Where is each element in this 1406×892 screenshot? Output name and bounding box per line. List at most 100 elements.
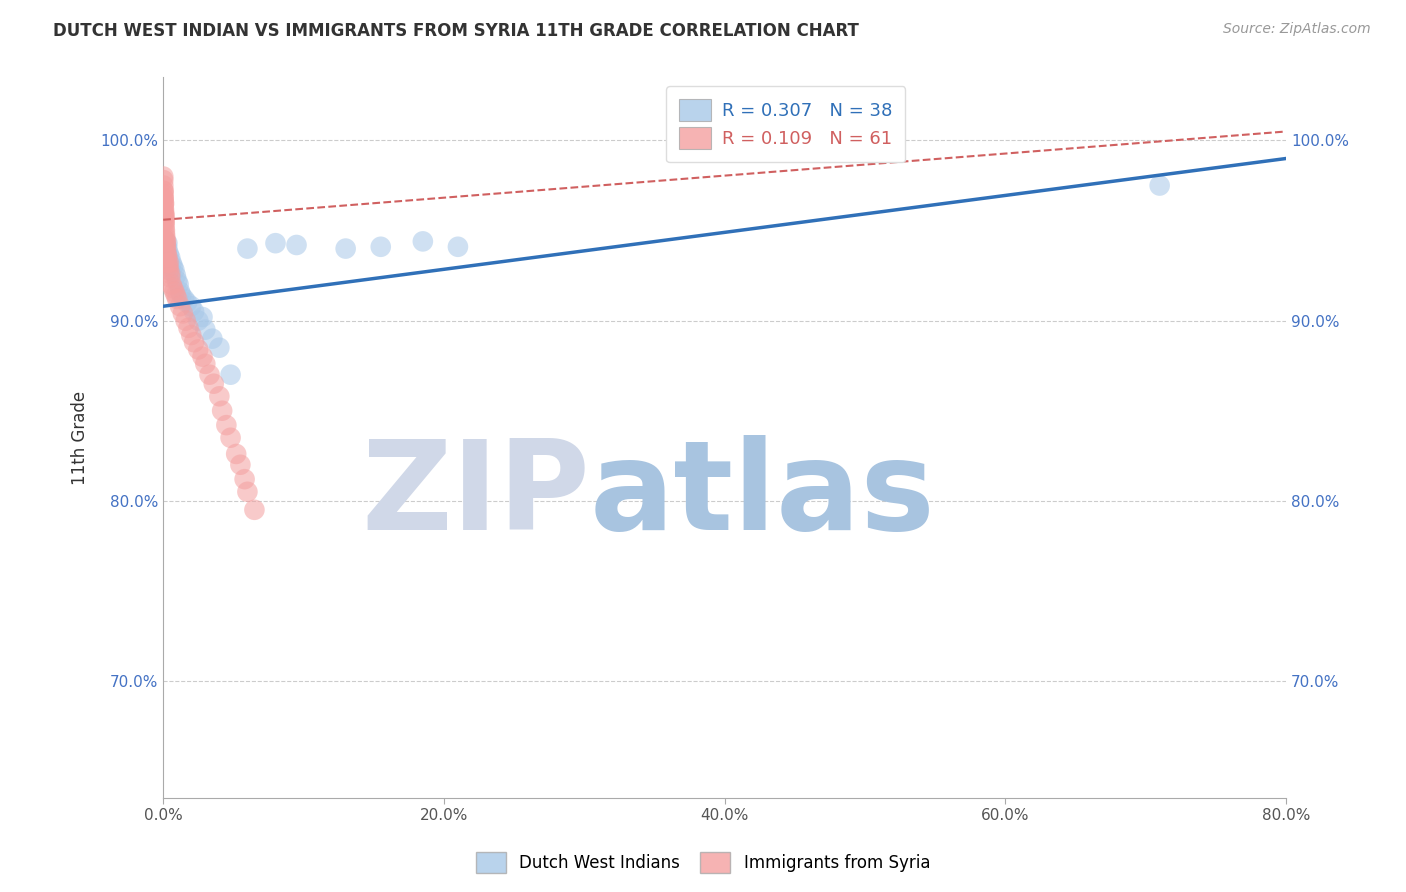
Point	[183, 335, 205, 350]
Point	[156, 256, 179, 270]
Point	[160, 256, 183, 270]
Point	[166, 292, 188, 306]
Point	[233, 472, 256, 486]
Point	[208, 341, 231, 355]
Point	[159, 263, 181, 277]
Point	[153, 196, 176, 211]
Point	[152, 184, 174, 198]
Point	[155, 238, 177, 252]
Point	[157, 256, 180, 270]
Point	[160, 277, 183, 292]
Point	[157, 247, 180, 261]
Point	[162, 281, 184, 295]
Point	[159, 270, 181, 285]
Point	[1149, 178, 1171, 193]
Point	[153, 223, 176, 237]
Point	[152, 178, 174, 193]
Point	[153, 233, 176, 247]
Point	[162, 260, 184, 274]
Point	[165, 288, 187, 302]
Point	[177, 321, 200, 335]
Point	[155, 245, 177, 260]
Point	[153, 209, 176, 223]
Point	[155, 245, 177, 260]
Legend: Dutch West Indians, Immigrants from Syria: Dutch West Indians, Immigrants from Syri…	[470, 846, 936, 880]
Point	[152, 194, 174, 209]
Point	[198, 368, 221, 382]
Point	[202, 376, 225, 391]
Legend: R = 0.307   N = 38, R = 0.109   N = 61: R = 0.307 N = 38, R = 0.109 N = 61	[666, 87, 905, 162]
Point	[153, 251, 176, 265]
Point	[170, 288, 193, 302]
Point	[215, 418, 238, 433]
Point	[174, 313, 197, 327]
Point	[335, 242, 357, 256]
Point	[156, 249, 179, 263]
Point	[208, 389, 231, 403]
Point	[152, 184, 174, 198]
Point	[243, 503, 266, 517]
Point	[229, 458, 252, 472]
Point	[264, 236, 287, 251]
Point	[169, 299, 191, 313]
Point	[153, 209, 176, 223]
Point	[157, 263, 180, 277]
Point	[152, 191, 174, 205]
Point	[211, 403, 233, 417]
Point	[157, 256, 180, 270]
Point	[153, 205, 176, 219]
Point	[155, 235, 177, 249]
Point	[155, 242, 177, 256]
Point	[225, 447, 247, 461]
Point	[236, 242, 259, 256]
Text: ZIP: ZIP	[361, 435, 591, 556]
Point	[194, 323, 217, 337]
Point	[165, 268, 187, 283]
Point	[191, 350, 214, 364]
Point	[159, 251, 181, 265]
Point	[163, 285, 186, 299]
Point	[166, 274, 188, 288]
Point	[183, 304, 205, 318]
Text: DUTCH WEST INDIAN VS IMMIGRANTS FROM SYRIA 11TH GRADE CORRELATION CHART: DUTCH WEST INDIAN VS IMMIGRANTS FROM SYR…	[53, 22, 859, 40]
Point	[180, 328, 202, 343]
Point	[153, 202, 176, 216]
Point	[180, 299, 202, 313]
Point	[155, 238, 177, 252]
Point	[155, 235, 177, 249]
Point	[219, 431, 242, 445]
Point	[219, 368, 242, 382]
Point	[156, 251, 179, 265]
Point	[157, 260, 180, 274]
Point	[236, 484, 259, 499]
Point	[173, 292, 195, 306]
Point	[172, 306, 194, 320]
Text: Source: ZipAtlas.com: Source: ZipAtlas.com	[1223, 22, 1371, 37]
Point	[152, 173, 174, 187]
Point	[187, 313, 209, 327]
Point	[201, 332, 224, 346]
Point	[412, 235, 434, 249]
Text: atlas: atlas	[591, 435, 935, 556]
Point	[370, 240, 392, 254]
Point	[187, 343, 209, 357]
Point	[152, 187, 174, 202]
Y-axis label: 11th Grade: 11th Grade	[72, 391, 89, 485]
Point	[153, 242, 176, 256]
Point	[153, 205, 176, 219]
Point	[163, 263, 186, 277]
Point	[447, 240, 470, 254]
Point	[285, 238, 308, 252]
Point	[153, 214, 176, 228]
Point	[152, 169, 174, 184]
Point	[159, 267, 181, 281]
Point	[152, 191, 174, 205]
Point	[153, 216, 176, 230]
Point	[153, 227, 176, 242]
Point	[156, 236, 179, 251]
Point	[153, 212, 176, 227]
Point	[176, 295, 198, 310]
Point	[169, 285, 191, 299]
Point	[191, 310, 214, 324]
Point	[155, 231, 177, 245]
